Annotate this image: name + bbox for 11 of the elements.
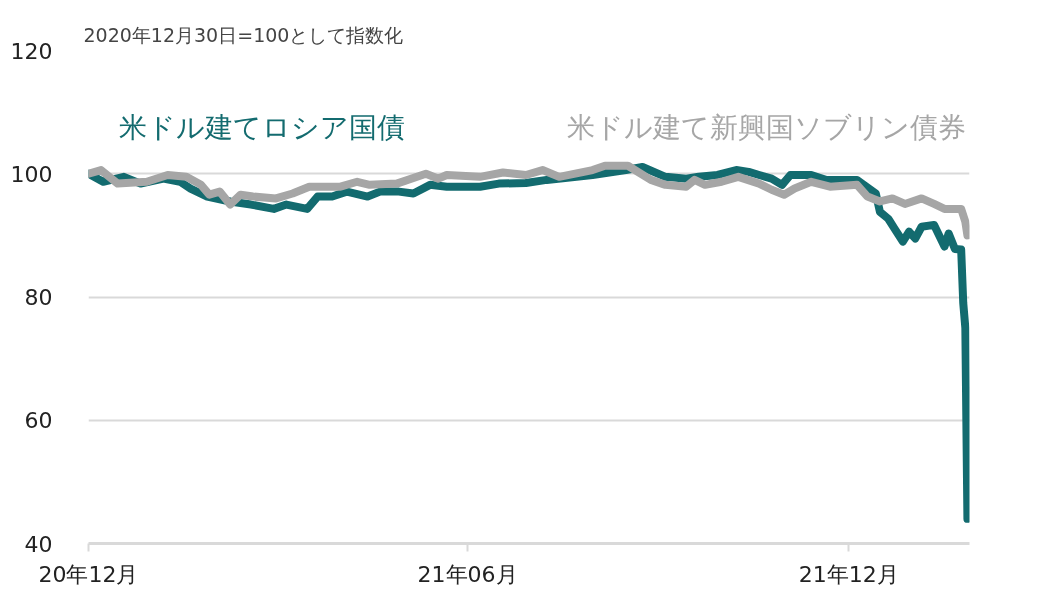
y-tick-label: 60 bbox=[24, 408, 53, 434]
y-tick-label: 80 bbox=[24, 285, 53, 310]
y-tick-label: 120 bbox=[10, 38, 53, 64]
x-tick-label: 20年12月 bbox=[38, 561, 139, 587]
x-tick-label: 21年06月 bbox=[417, 561, 518, 587]
x-tick-label: 21年12月 bbox=[798, 561, 899, 587]
y-tick-label: 100 bbox=[10, 161, 53, 187]
y-tick-label: 40 bbox=[24, 531, 53, 557]
series-label: 米ドル建て新興国ソブリン債券 bbox=[566, 111, 966, 145]
series-label: 米ドル建てロシア国債 bbox=[118, 111, 405, 145]
chart-title: 2020年12月30日=100として指数化 bbox=[83, 23, 404, 46]
